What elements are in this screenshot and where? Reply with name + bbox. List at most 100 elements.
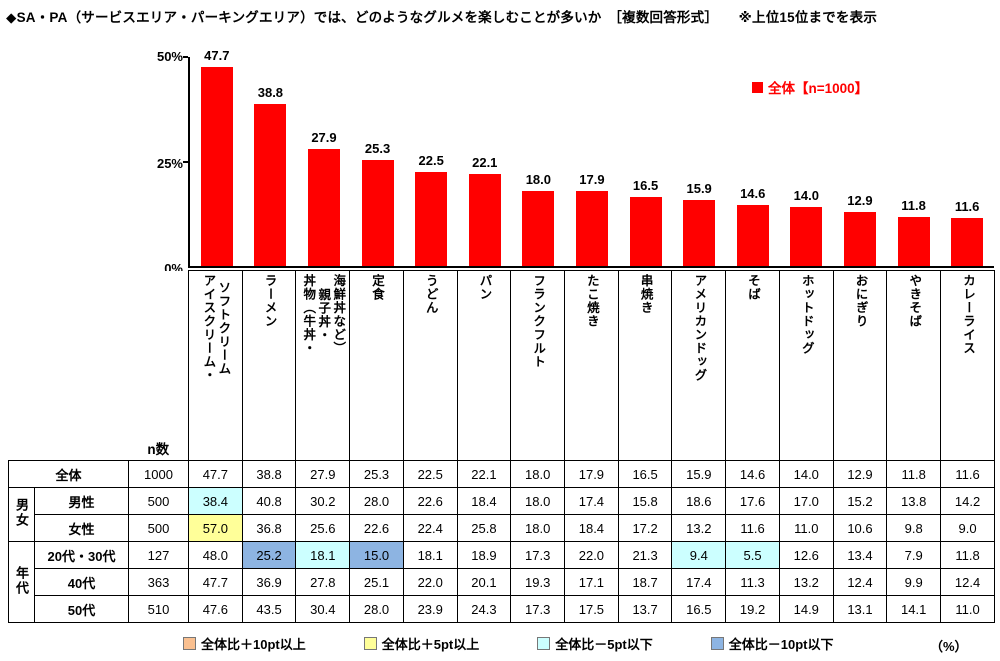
category-label-7: たこ焼き xyxy=(564,270,619,461)
category-label-14: カレーライス xyxy=(940,270,995,461)
value-cell: 28.0 xyxy=(349,595,404,623)
row-label: 女性 xyxy=(34,514,129,542)
category-label-text: ラーメン xyxy=(262,274,277,328)
table-row-男性: 男女 男性 500 38.4 40.8 30.2 28.0 22.6 18.4 18.0 17.4 1… xyxy=(8,487,995,542)
value-cell: 11.6 xyxy=(940,460,995,488)
category-label-text: うどん xyxy=(423,274,438,315)
category-label-8: 串焼き xyxy=(617,270,673,461)
category-label-text: カレーライス xyxy=(961,274,976,355)
bar-column-14: 11.6 xyxy=(940,57,994,266)
value-cell: 11.3 xyxy=(725,568,780,596)
value-cell: 11.0 xyxy=(778,514,834,542)
value-cell: 43.5 xyxy=(241,595,297,623)
bar-column-11: 14.0 xyxy=(780,57,834,266)
bar-value-label: 14.6 xyxy=(740,185,766,201)
bar-value-label: 22.1 xyxy=(472,154,498,170)
value-cell: 25.3 xyxy=(349,460,404,488)
table-row-50代: 50代 510 47.6 43.5 30.4 28.0 23.9 24.3 17.3 17.5 13… xyxy=(9,595,995,623)
bar-column-8: 16.5 xyxy=(619,57,673,266)
value-cell: 17.9 xyxy=(564,460,619,488)
value-cell: 13.2 xyxy=(671,514,727,542)
row-group-label-text: 男女 xyxy=(14,498,29,528)
table-body: 全体 1000 47.7 38.8 27.9 25.3 22.5 22.1 18.0 17.9 16… xyxy=(8,460,995,623)
minus5-swatch xyxy=(537,637,551,650)
bar-column-5: 22.1 xyxy=(458,57,512,266)
value-cell: 18.4 xyxy=(456,487,512,515)
value-cell: 9.0 xyxy=(940,514,995,542)
bar-column-6: 18.0 xyxy=(512,57,566,266)
diff-legend-item-plus5: 全体比＋5pt以上 xyxy=(363,634,479,653)
table-corner xyxy=(8,270,129,461)
bar xyxy=(951,217,984,266)
category-label-text: 丼物（牛丼・ 親子丼・ 海鮮丼など） xyxy=(301,274,346,355)
bar-value-label: 16.5 xyxy=(632,178,659,194)
bar-column-7: 17.9 xyxy=(565,57,619,266)
bar xyxy=(522,190,555,266)
bar xyxy=(200,66,233,266)
n-value: 500 xyxy=(128,487,189,515)
data-table: n数 アイスクリーム・ ソフトクリーム ラーメン 丼物（牛丼・ 親子丼・ 海鮮丼など… xyxy=(8,270,995,623)
bar xyxy=(790,207,823,266)
row-group-label-text: 年代 xyxy=(14,565,29,596)
category-label-text: おにぎり xyxy=(853,274,868,328)
bar-value-label: 11.6 xyxy=(954,198,980,214)
category-header-row: n数 アイスクリーム・ ソフトクリーム ラーメン 丼物（牛丼・ 親子丼・ 海鮮丼など… xyxy=(8,270,995,461)
value-cell: 18.9 xyxy=(456,541,512,569)
value-cell: 17.4 xyxy=(671,568,727,596)
bar xyxy=(736,204,769,266)
diff-legend-label: 全体比－10pt以下 xyxy=(728,637,834,652)
table-row-20代・30代: 年代 20代・30代 127 48.0 25.2 18.1 15.0 18.1 18.9 17.3… xyxy=(8,541,995,623)
value-cell: 12.4 xyxy=(940,568,995,596)
value-cell: 10.6 xyxy=(832,514,888,542)
row-label: 男性 xyxy=(34,487,129,515)
category-label-9: アメリカンドッグ xyxy=(671,270,727,461)
value-cell: 30.2 xyxy=(295,487,351,515)
category-label-2: 丼物（牛丼・ 親子丼・ 海鮮丼など） xyxy=(295,270,351,461)
bar-column-1: 38.8 xyxy=(244,57,298,266)
row-group-label: 男女 xyxy=(8,487,35,542)
bar-value-label: 15.9 xyxy=(686,180,712,196)
value-cell: 13.2 xyxy=(778,568,834,596)
bar-column-3: 25.3 xyxy=(351,57,405,266)
value-cell: 27.8 xyxy=(295,568,351,596)
bar xyxy=(254,103,287,266)
value-cell: 47.6 xyxy=(188,595,243,623)
category-label-text: 定食 xyxy=(370,274,385,301)
value-cell: 14.1 xyxy=(886,595,942,623)
value-cell: 25.1 xyxy=(349,568,404,596)
diff-legend-item-plus10: 全体比＋10pt以上 xyxy=(183,634,306,653)
n-column-header: n数 xyxy=(128,270,189,461)
value-cell: 14.0 xyxy=(778,460,834,488)
bar xyxy=(361,160,394,266)
value-cell: 9.8 xyxy=(886,514,942,542)
series-label: 全体【n=1000】 xyxy=(768,81,869,96)
value-cell: 14.9 xyxy=(778,595,834,623)
value-cell: 18.4 xyxy=(564,514,619,542)
bar-value-label: 11.8 xyxy=(901,197,926,213)
value-cell: 25.8 xyxy=(456,514,512,542)
table-row-全体: 全体 1000 47.7 38.8 27.9 25.3 22.5 22.1 18.0 17.9 16… xyxy=(8,460,995,488)
bar-value-label: 14.0 xyxy=(793,188,819,204)
category-label-11: ホットドッグ xyxy=(778,270,834,461)
bar-value-label: 17.9 xyxy=(579,172,605,188)
category-label-text: やきそば xyxy=(907,274,922,328)
bar-value-label: 25.3 xyxy=(364,141,391,157)
category-label-text: パン xyxy=(477,274,492,301)
diff-legend-label: 全体比－5pt以下 xyxy=(555,637,653,652)
value-cell: 18.0 xyxy=(510,487,566,515)
bar xyxy=(683,199,716,266)
table-row-40代: 40代 363 47.7 36.9 27.8 25.1 22.0 20.1 19.3 17.1 18… xyxy=(9,568,995,596)
category-label-text: アイスクリーム・ ソフトクリーム xyxy=(201,274,231,382)
value-cell: 38.4 xyxy=(188,487,243,515)
row-group-label: 年代 xyxy=(8,541,35,623)
value-cell: 57.0 xyxy=(188,514,243,542)
table-row-女性: 女性 500 57.0 36.8 25.6 22.6 22.4 25.8 18.0 18.4 17.… xyxy=(9,514,995,542)
row-label: 20代・30代 xyxy=(34,541,129,569)
value-cell: 17.4 xyxy=(564,487,619,515)
category-label-text: 串焼き xyxy=(638,274,653,315)
n-value: 500 xyxy=(128,514,189,542)
value-cell: 15.9 xyxy=(671,460,727,488)
category-label-12: おにぎり xyxy=(832,270,888,461)
category-label-text: そば xyxy=(746,274,761,301)
